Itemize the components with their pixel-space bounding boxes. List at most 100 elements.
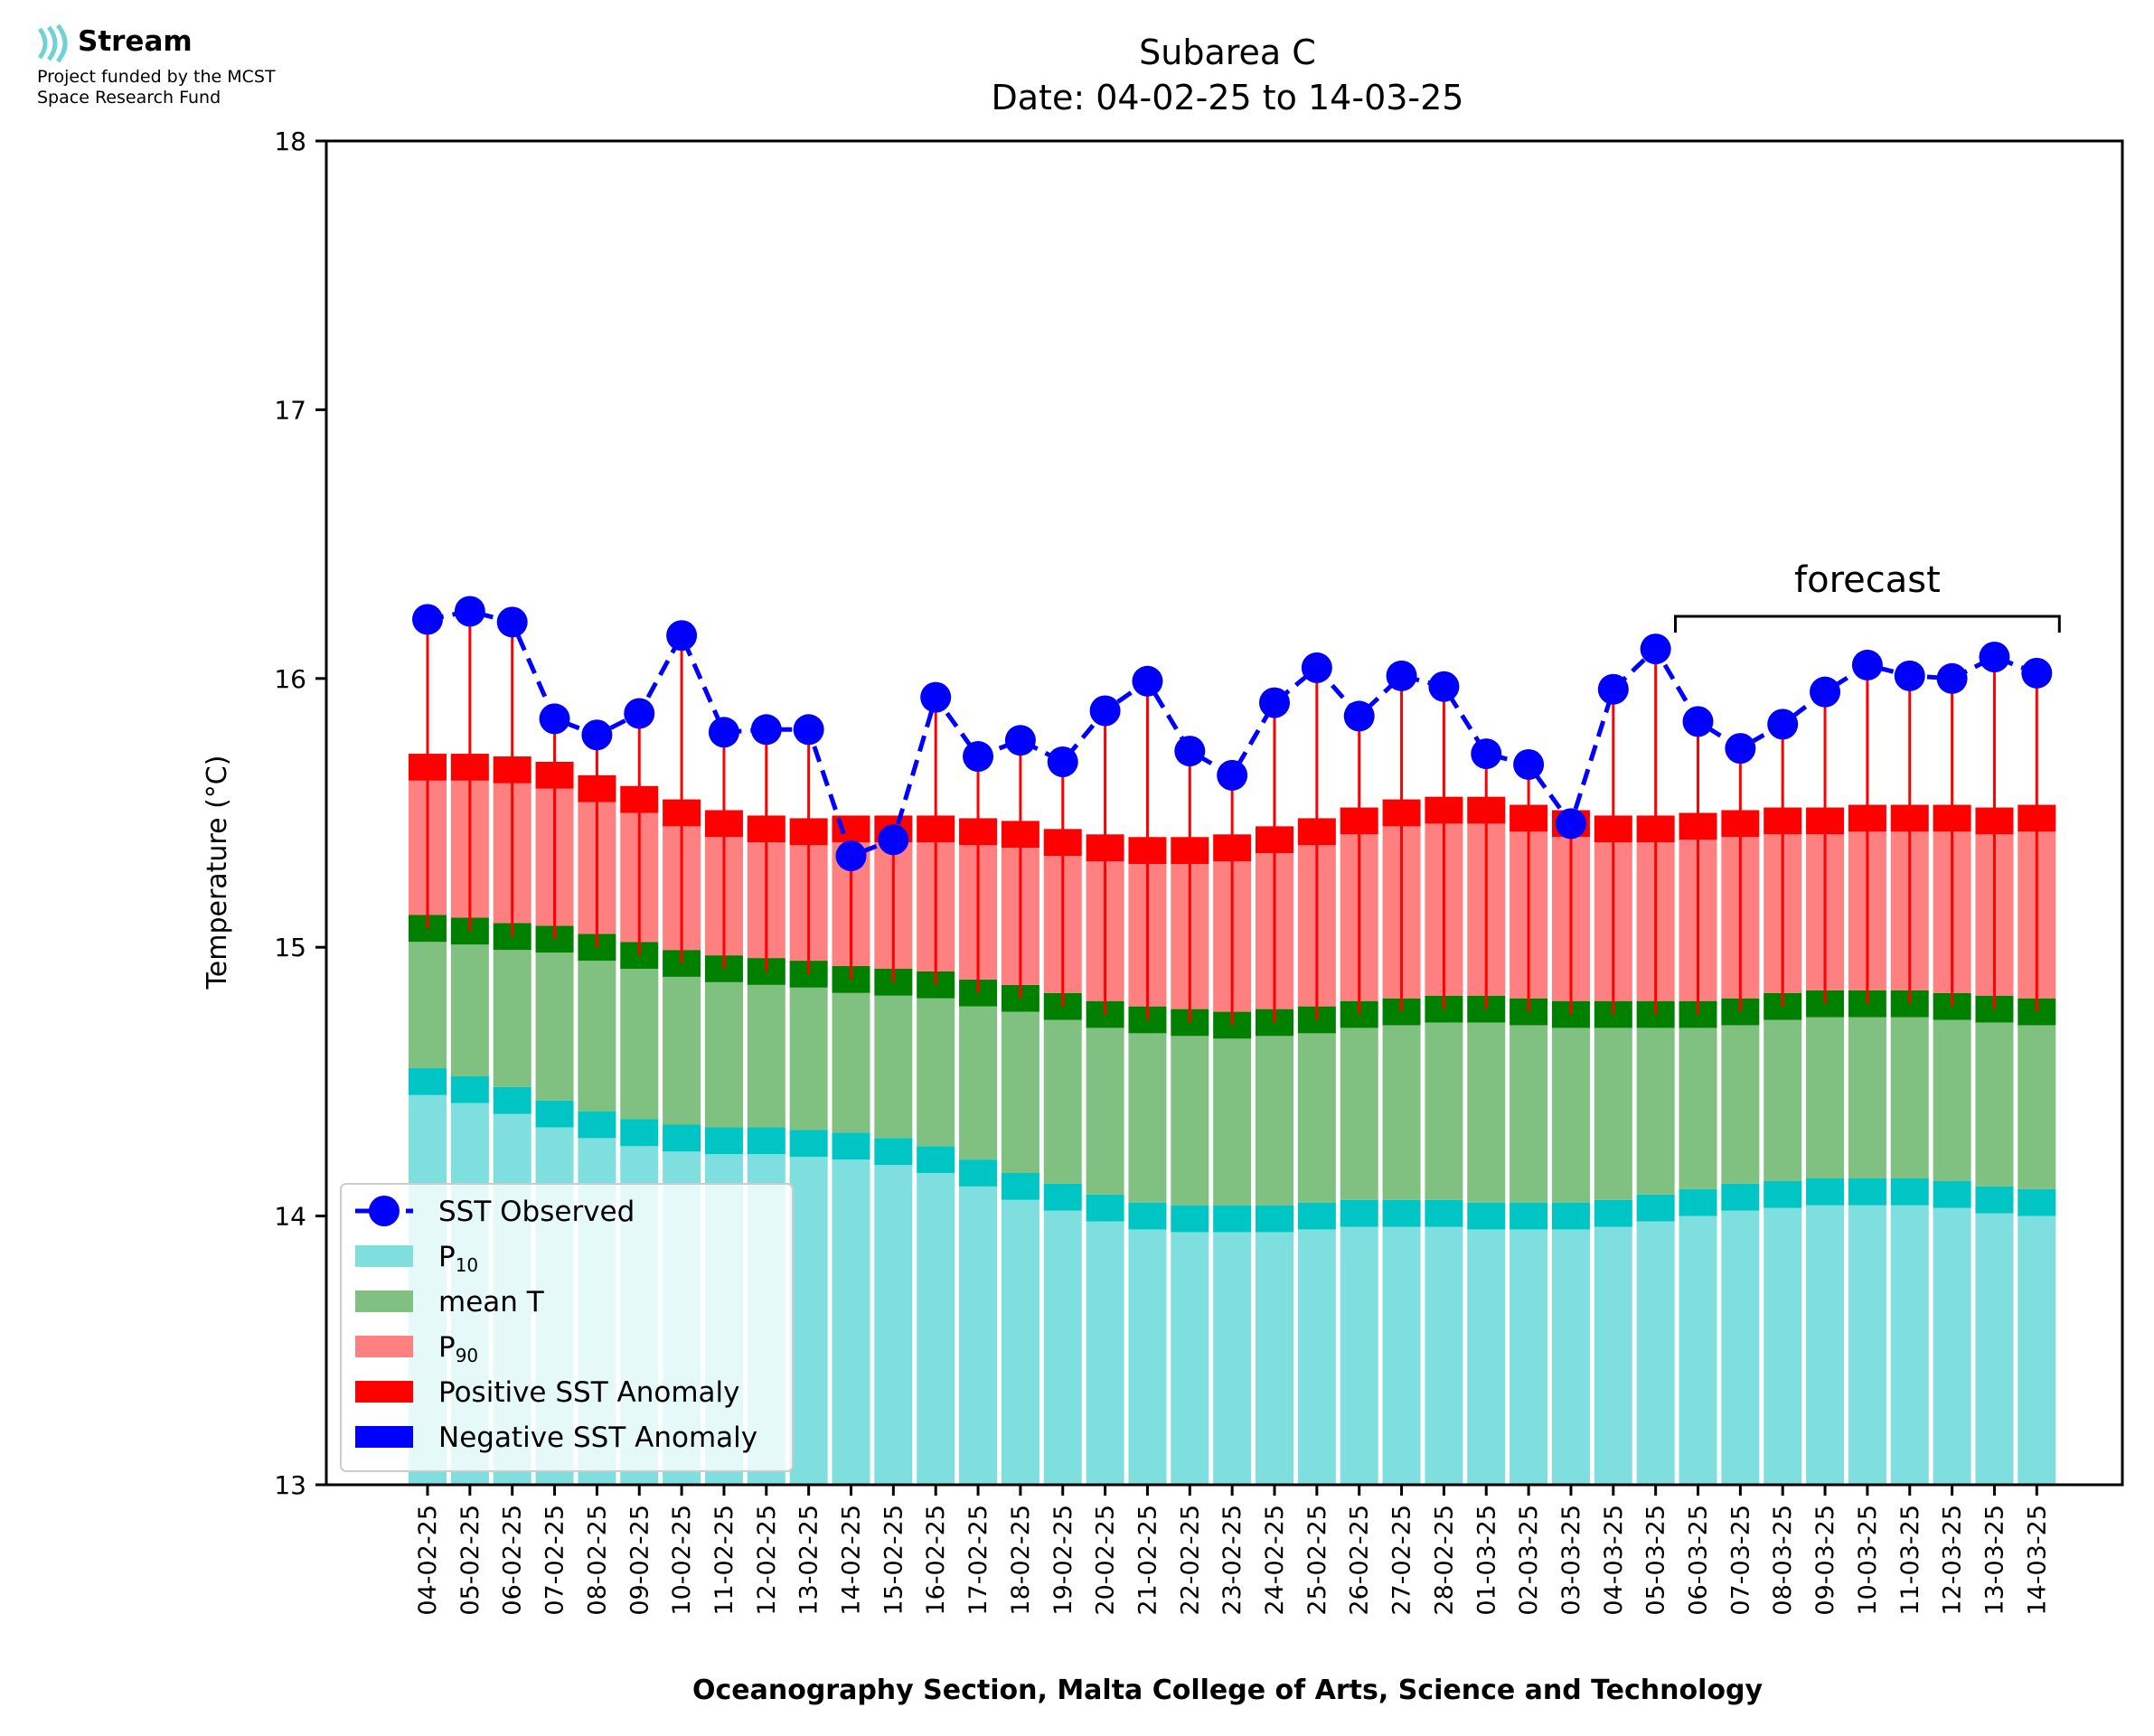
p10-bar [1340, 1226, 1378, 1485]
p10-edge-bar [1382, 1199, 1421, 1227]
legend-item: mean T [355, 1286, 545, 1318]
mean-bar [747, 984, 785, 1128]
p10-edge-bar [1467, 1202, 1506, 1230]
p10-bar [1806, 1205, 1845, 1485]
sst-point [1343, 700, 1375, 732]
legend-label: mean T [438, 1286, 545, 1318]
x-tick-label: 14-03-25 [2023, 1505, 2051, 1616]
p10-edge-bar [1806, 1178, 1845, 1206]
sst-point [920, 681, 952, 713]
mean-bar [1510, 1025, 1548, 1203]
logo-name: Stream [78, 25, 193, 58]
x-tick-label: 24-02-25 [1261, 1505, 1289, 1616]
mean-bar [578, 961, 616, 1112]
x-tick-label: 12-03-25 [1939, 1505, 1967, 1616]
x-tick-label: 13-02-25 [795, 1505, 823, 1616]
mean-bar [789, 987, 828, 1131]
x-tick-label: 08-02-25 [583, 1505, 611, 1616]
p10-edge-bar [409, 1068, 447, 1095]
x-tick-label: 15-02-25 [879, 1505, 908, 1616]
p10-bar [1848, 1205, 1886, 1485]
logo-subtitle: Project funded by the MCST Space Researc… [37, 67, 276, 108]
sst-point [793, 714, 824, 746]
sst-point [1428, 671, 1460, 702]
bar-stack [1510, 804, 1548, 1485]
p10-edge-bar [917, 1146, 955, 1174]
bar-stack [1382, 799, 1421, 1485]
sst-point [708, 717, 739, 748]
x-tick-label: 05-03-25 [1642, 1505, 1670, 1616]
legend-patch-swatch [355, 1336, 413, 1357]
p10-bar [874, 1165, 913, 1485]
legend-label: SST Observed [438, 1196, 635, 1228]
sst-point [1174, 736, 1206, 767]
bar-stack [1043, 829, 1082, 1485]
sst-point [750, 714, 782, 746]
p10-bar [1721, 1210, 1760, 1485]
sst-point [496, 606, 528, 638]
p10-edge-bar [1425, 1199, 1463, 1227]
mean-bar [1806, 1017, 1845, 1178]
sst-point [2021, 657, 2053, 689]
x-tick-label: 09-03-25 [1811, 1505, 1839, 1616]
mean-bar [1764, 1019, 1802, 1181]
stream-wave-icon [37, 23, 68, 63]
legend-marker-swatch [369, 1196, 400, 1226]
p10-bar [1764, 1207, 1802, 1485]
x-tick-label: 16-02-25 [922, 1505, 950, 1616]
legend-label: Negative SST Anomaly [438, 1422, 757, 1454]
sst-point [1851, 649, 1883, 680]
mean-bar [663, 976, 701, 1125]
p10-bar [1890, 1205, 1929, 1485]
mean-bar [1128, 1033, 1167, 1203]
bar-stack [1171, 837, 1209, 1485]
p10-bar [1467, 1229, 1506, 1485]
sst-point [666, 620, 698, 652]
p10-edge-bar [1721, 1183, 1760, 1211]
mean-bar [1382, 1025, 1421, 1200]
p10-bar [832, 1159, 870, 1485]
p10-edge-bar [620, 1119, 659, 1147]
bar-stack [1086, 834, 1124, 1485]
p10-edge-bar [450, 1075, 489, 1103]
bar-stack [874, 815, 913, 1485]
p10-bar [1679, 1215, 1717, 1485]
mean-bar [1467, 1022, 1506, 1203]
p10-edge-bar [1890, 1178, 1929, 1206]
x-tick-label: 02-03-25 [1515, 1505, 1543, 1616]
p10-edge-bar [832, 1132, 870, 1160]
x-tick-label: 03-03-25 [1557, 1505, 1585, 1616]
p10-bar [1551, 1229, 1590, 1485]
legend-box [340, 1183, 794, 1472]
mean-bar [1213, 1038, 1252, 1206]
sst-point [1471, 738, 1502, 770]
legend-patch-swatch [355, 1245, 413, 1267]
bar-stack [1636, 815, 1675, 1485]
p10-bar [1933, 1207, 1971, 1485]
p10-edge-bar [493, 1086, 531, 1114]
mean-bar [620, 968, 659, 1120]
mean-bar [1086, 1028, 1124, 1195]
p10-bar [1001, 1199, 1039, 1485]
x-tick-label: 14-02-25 [838, 1505, 866, 1616]
x-tick-label: 08-03-25 [1769, 1505, 1797, 1616]
anomaly-stems-layer [426, 611, 2038, 1026]
p10-bar [1086, 1221, 1124, 1485]
chart-subtitle: Date: 04-02-25 to 14-03-25 [992, 78, 1464, 117]
sst-point [1936, 662, 1968, 694]
bar-stack [1213, 834, 1252, 1485]
mean-bar [2018, 1025, 2056, 1189]
x-tick-label: 26-02-25 [1346, 1505, 1374, 1616]
p10-bar [1382, 1226, 1421, 1485]
sst-point [1725, 733, 1756, 765]
p10-edge-bar [1764, 1180, 1802, 1208]
mean-bar [1890, 1017, 1929, 1178]
x-tick-label: 22-02-25 [1176, 1505, 1204, 1616]
p10-bar [1425, 1226, 1463, 1485]
p10-bar [1297, 1229, 1336, 1485]
p10-edge-bar [1297, 1202, 1336, 1230]
mean-bar [874, 995, 913, 1139]
legend-item: Negative SST Anomaly [355, 1422, 757, 1454]
bar-stack [1764, 807, 1802, 1485]
p10-bar [1128, 1229, 1167, 1485]
